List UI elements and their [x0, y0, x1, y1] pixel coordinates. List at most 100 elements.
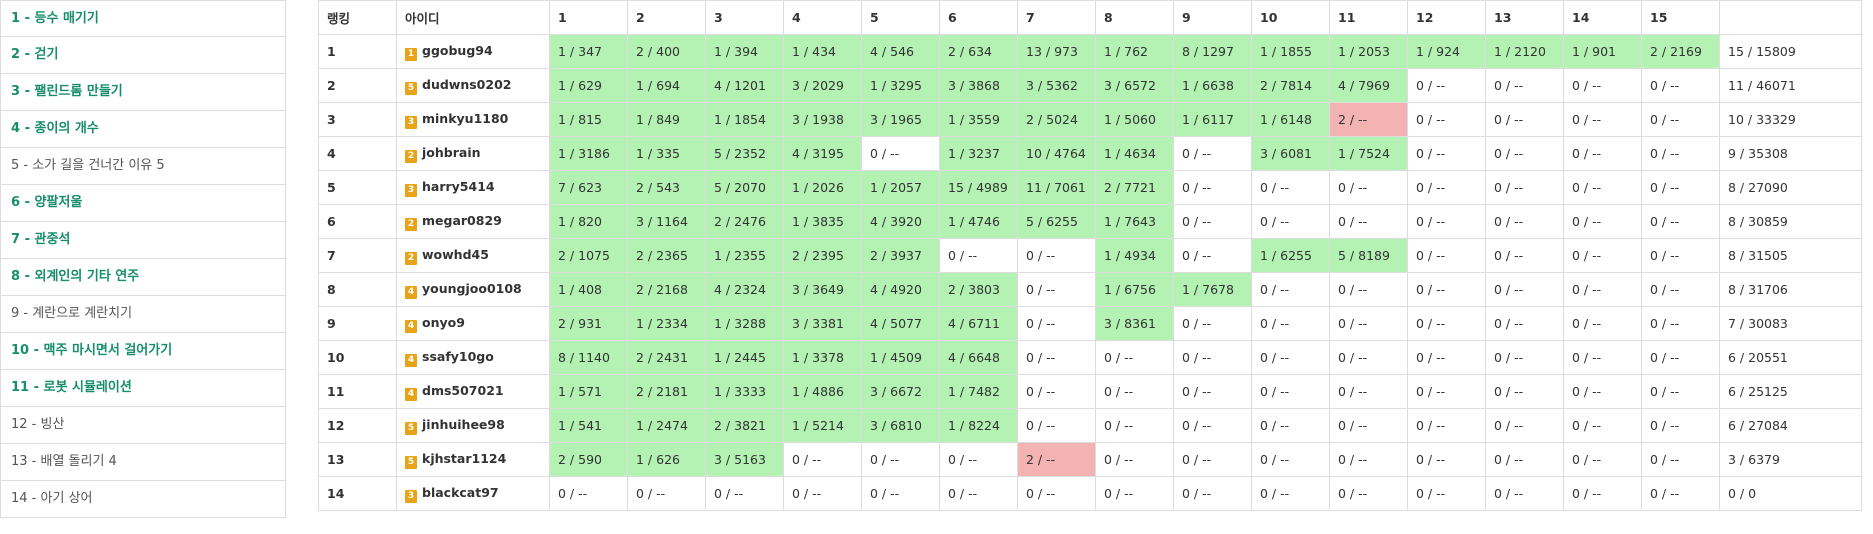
user-id[interactable]: ggobug94 — [422, 42, 493, 58]
score-cell-p10: 1 / 6255 — [1251, 238, 1330, 273]
problem-link-10[interactable]: 10 - 맥주 마시면서 걸어가기 — [0, 333, 286, 370]
user-id[interactable]: kjhstar1124 — [422, 450, 507, 466]
score-cell-p7: 0 / -- — [1017, 408, 1096, 443]
user-cell[interactable]: 3 blackcat97 — [396, 476, 550, 511]
score-cell-p3: 1 / 3333 — [705, 374, 784, 409]
score-cell-p7: 0 / -- — [1017, 374, 1096, 409]
user-cell[interactable]: 2 wowhd45 — [396, 238, 550, 273]
score-cell-p13: 0 / -- — [1485, 408, 1564, 443]
problem-link-3[interactable]: 3 - 팰린드롬 만들기 — [0, 74, 286, 111]
score-cell-p7: 2 / 5024 — [1017, 102, 1096, 137]
table-row: 6 2 megar0829 1 / 820 3 / 1164 2 / 2476 1 / 38… — [318, 204, 1862, 239]
user-id[interactable]: megar0829 — [422, 212, 502, 228]
user-cell[interactable]: 2 megar0829 — [396, 204, 550, 239]
tier-badge-icon: 3 — [405, 489, 417, 503]
user-cell[interactable]: 3 harry5414 — [396, 170, 550, 205]
score-cell-p1: 1 / 408 — [549, 272, 628, 307]
user-cell[interactable]: 2 johbrain — [396, 136, 550, 171]
score-cell-p9: 1 / 7678 — [1173, 272, 1252, 307]
score-cell-p2: 1 / 2474 — [627, 408, 706, 443]
user-cell[interactable]: 4 onyo9 — [396, 306, 550, 341]
score-cell-p7: 13 / 973 — [1017, 34, 1096, 69]
score-cell-p12: 0 / -- — [1407, 340, 1486, 375]
problem-link-11[interactable]: 11 - 로봇 시뮬레이션 — [0, 370, 286, 407]
user-id[interactable]: wowhd45 — [422, 246, 489, 262]
score-cell-p10: 0 / -- — [1251, 340, 1330, 375]
user-id[interactable]: johbrain — [422, 144, 481, 160]
score-cell-p8: 0 / -- — [1095, 374, 1174, 409]
user-id[interactable]: minkyu1180 — [422, 110, 509, 126]
rank-cell: 11 — [318, 374, 397, 409]
score-cell-p5: 4 / 5077 — [861, 306, 940, 341]
score-cell-p9: 0 / -- — [1173, 476, 1252, 511]
score-cell-p14: 0 / -- — [1563, 306, 1642, 341]
score-cell-p10: 0 / -- — [1251, 306, 1330, 341]
problem-link-2[interactable]: 2 - 걷기 — [0, 37, 286, 74]
user-cell[interactable]: 5 jinhuihee98 — [396, 408, 550, 443]
score-cell-p12: 0 / -- — [1407, 204, 1486, 239]
score-cell-p14: 0 / -- — [1563, 340, 1642, 375]
problem-link-7[interactable]: 7 - 관중석 — [0, 222, 286, 259]
problem-link-13[interactable]: 13 - 배열 돌리기 4 — [0, 444, 286, 481]
rank-cell: 4 — [318, 136, 397, 171]
score-cell-p13: 0 / -- — [1485, 136, 1564, 171]
score-cell-p8: 1 / 6756 — [1095, 272, 1174, 307]
score-cell-p4: 4 / 3195 — [783, 136, 862, 171]
score-cell-p13: 0 / -- — [1485, 272, 1564, 307]
score-cell-p3: 0 / -- — [705, 476, 784, 511]
header-problem-15: 15 — [1641, 0, 1720, 35]
user-id[interactable]: youngjoo0108 — [422, 280, 522, 296]
score-cell-p11: 0 / -- — [1329, 340, 1408, 375]
score-cell-p3: 4 / 2324 — [705, 272, 784, 307]
problem-link-9[interactable]: 9 - 계란으로 계란치기 — [0, 296, 286, 333]
user-id[interactable]: ssafy10go — [422, 348, 494, 364]
user-id[interactable]: harry5414 — [422, 178, 495, 194]
tier-badge-icon: 3 — [405, 183, 417, 197]
user-cell[interactable]: 4 youngjoo0108 — [396, 272, 550, 307]
user-cell[interactable]: 3 minkyu1180 — [396, 102, 550, 137]
header-problem-3: 3 — [705, 0, 784, 35]
rank-cell: 12 — [318, 408, 397, 443]
score-cell-p8: 0 / -- — [1095, 442, 1174, 477]
user-cell[interactable]: 1 ggobug94 — [396, 34, 550, 69]
user-cell[interactable]: 5 dudwns0202 — [396, 68, 550, 103]
score-cell-p7: 0 / -- — [1017, 306, 1096, 341]
score-cell-p5: 1 / 3295 — [861, 68, 940, 103]
score-cell-p14: 0 / -- — [1563, 204, 1642, 239]
problem-link-14[interactable]: 14 - 아기 상어 — [0, 481, 286, 518]
tier-badge-icon: 2 — [405, 217, 417, 231]
user-id[interactable]: jinhuihee98 — [422, 416, 505, 432]
problem-link-4[interactable]: 4 - 종이의 개수 — [0, 111, 286, 148]
problem-link-12[interactable]: 12 - 빙산 — [0, 407, 286, 444]
score-cell-p8: 3 / 8361 — [1095, 306, 1174, 341]
user-id[interactable]: blackcat97 — [422, 484, 499, 500]
score-cell-p10: 0 / -- — [1251, 408, 1330, 443]
score-cell-p14: 1 / 901 — [1563, 34, 1642, 69]
score-cell-p1: 1 / 541 — [549, 408, 628, 443]
problem-link-8[interactable]: 8 - 외계인의 기타 연주 — [0, 259, 286, 296]
score-cell-p13: 0 / -- — [1485, 68, 1564, 103]
score-cell-p15: 0 / -- — [1641, 272, 1720, 307]
user-id[interactable]: onyo9 — [422, 314, 465, 330]
problem-link-5[interactable]: 5 - 소가 길을 건너간 이유 5 — [0, 148, 286, 185]
score-cell-p12: 0 / -- — [1407, 102, 1486, 137]
score-cell-p3: 5 / 2352 — [705, 136, 784, 171]
user-id[interactable]: dms507021 — [422, 382, 504, 398]
table-row: 13 5 kjhstar1124 2 / 590 1 / 626 3 / 5163 0 / … — [318, 442, 1862, 477]
score-cell-p11: 0 / -- — [1329, 170, 1408, 205]
header-problem-14: 14 — [1563, 0, 1642, 35]
score-cell-p8: 0 / -- — [1095, 340, 1174, 375]
problem-link-1[interactable]: 1 - 등수 매기기 — [0, 0, 286, 37]
user-cell[interactable]: 4 ssafy10go — [396, 340, 550, 375]
score-cell-p15: 0 / -- — [1641, 442, 1720, 477]
score-cell-p5: 4 / 3920 — [861, 204, 940, 239]
problem-link-6[interactable]: 6 - 양팔저울 — [0, 185, 286, 222]
tier-badge-icon: 2 — [405, 251, 417, 265]
score-cell-p15: 0 / -- — [1641, 374, 1720, 409]
header-problem-11: 11 — [1329, 0, 1408, 35]
user-cell[interactable]: 5 kjhstar1124 — [396, 442, 550, 477]
score-cell-p9: 1 / 6117 — [1173, 102, 1252, 137]
user-cell[interactable]: 4 dms507021 — [396, 374, 550, 409]
score-cell-p2: 2 / 2181 — [627, 374, 706, 409]
user-id[interactable]: dudwns0202 — [422, 76, 512, 92]
